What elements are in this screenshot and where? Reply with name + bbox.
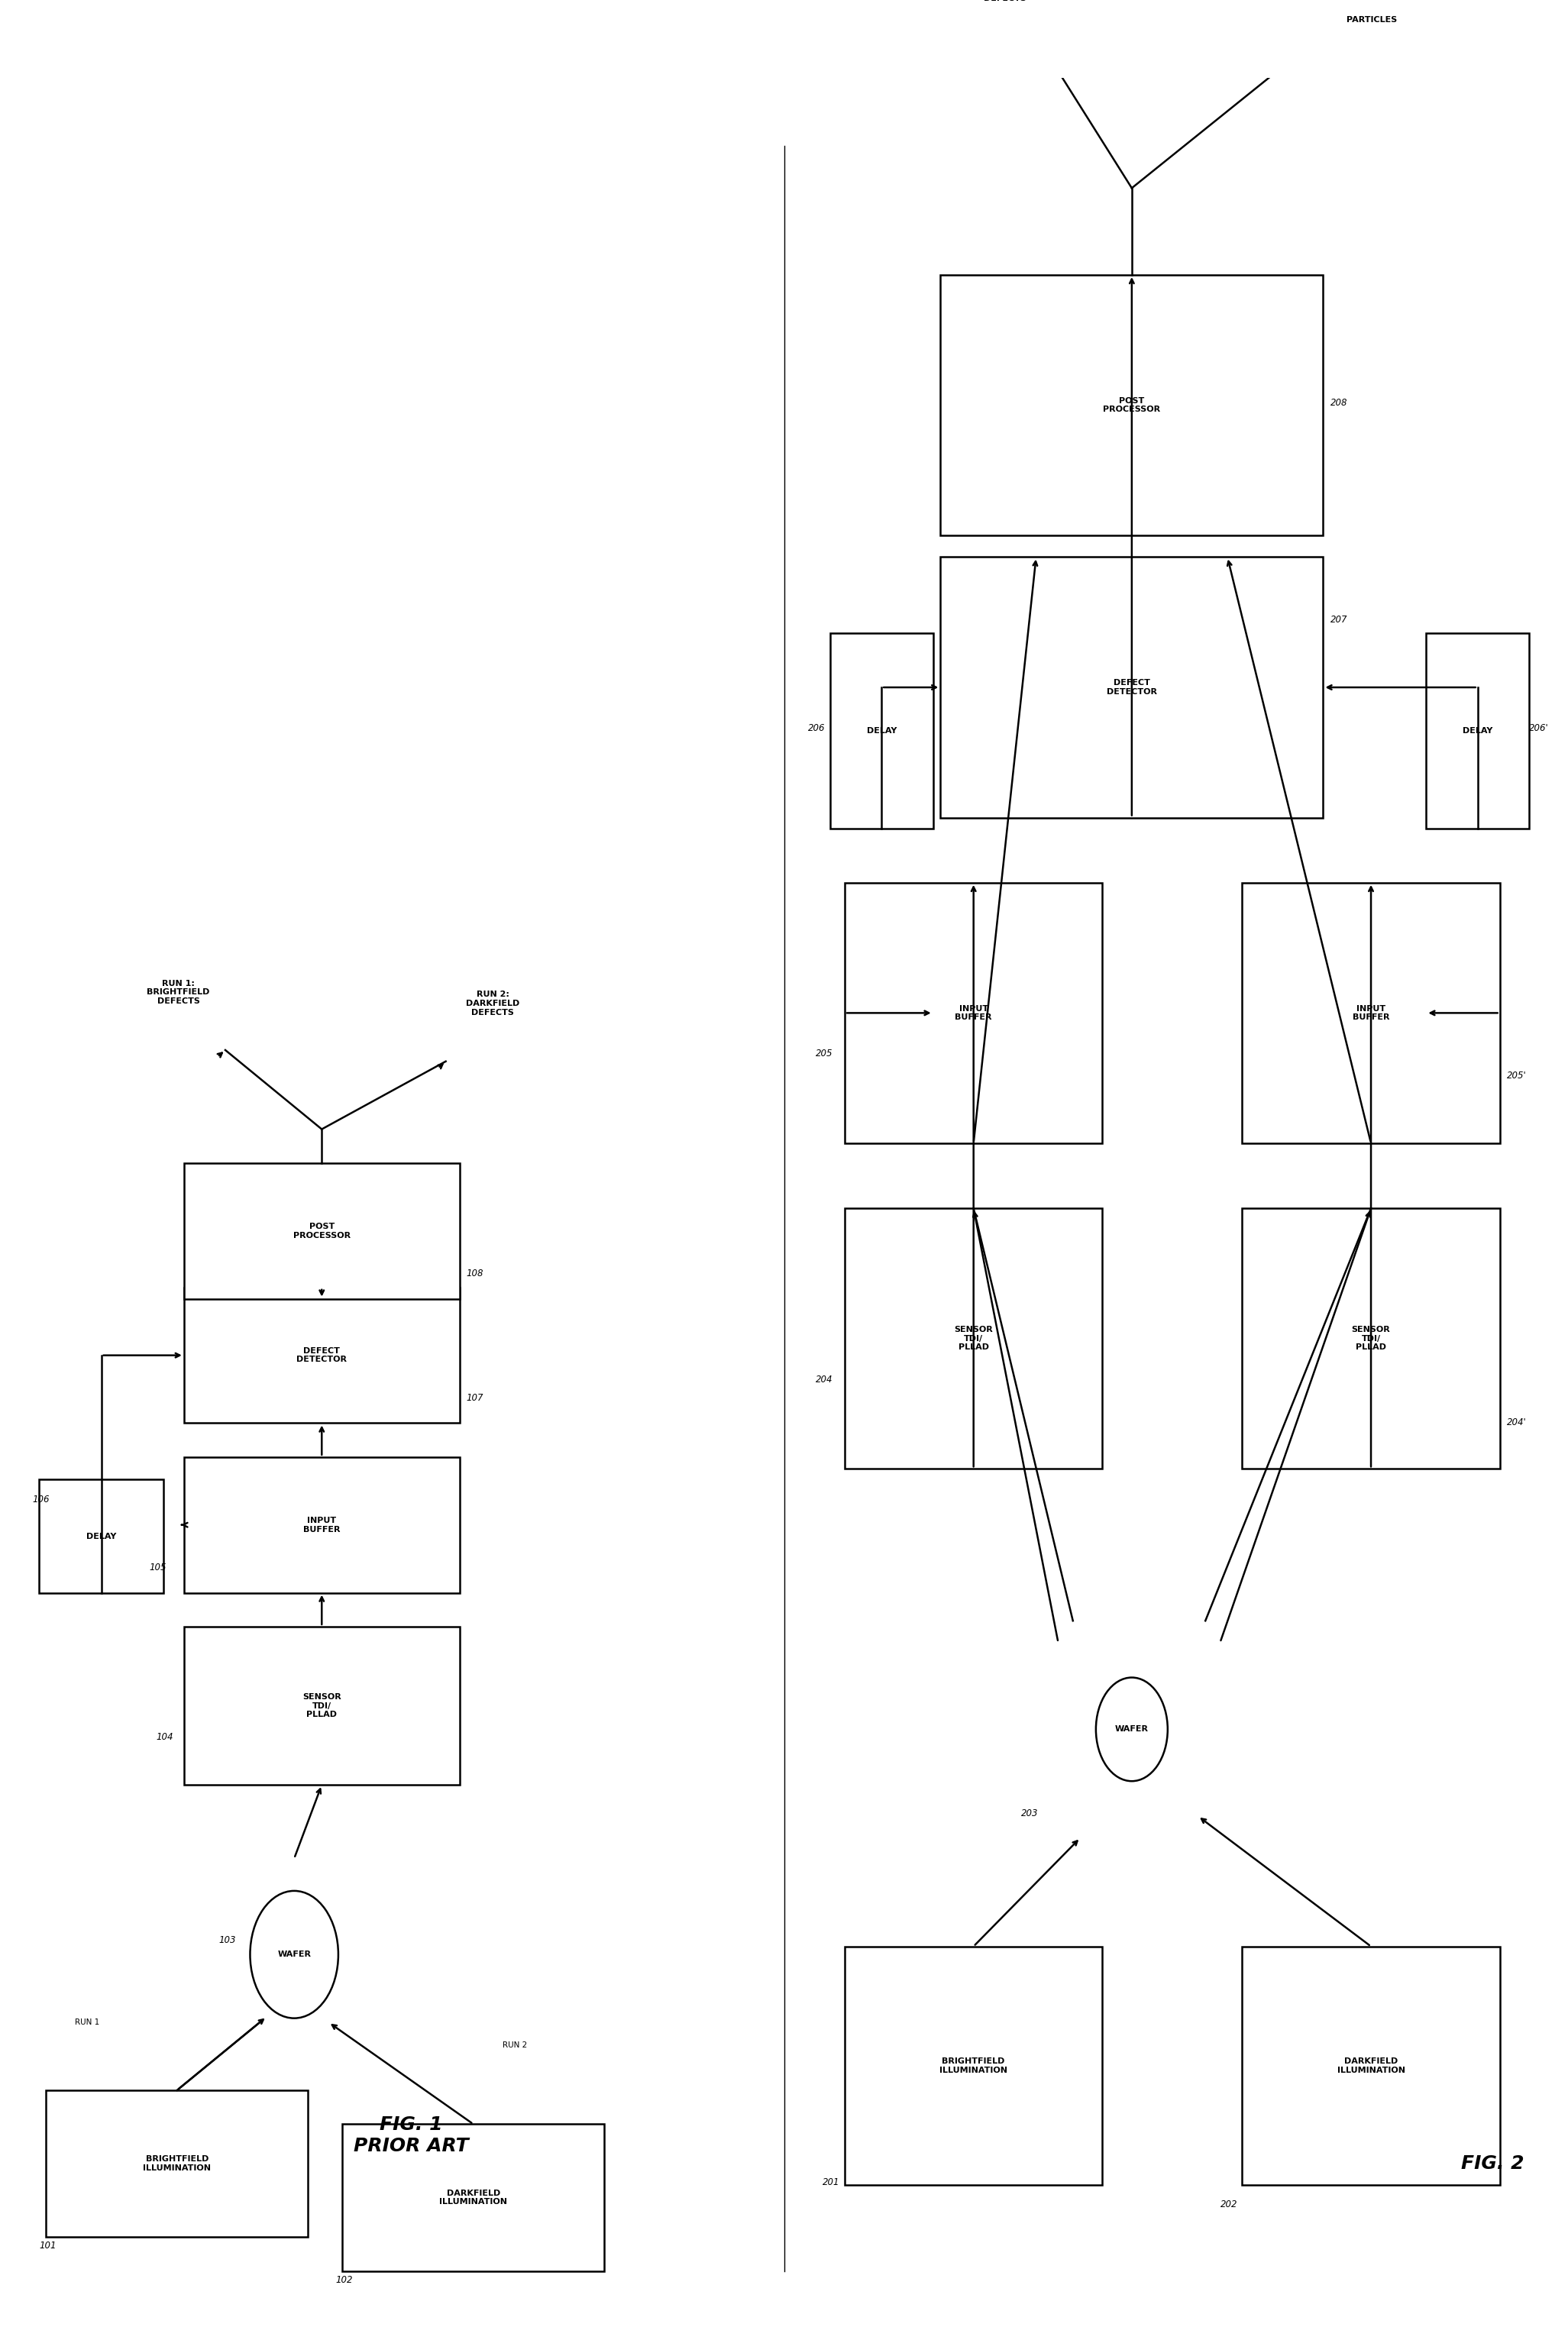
FancyBboxPatch shape <box>1242 1947 1499 2186</box>
Text: DEFECT
DETECTOR: DEFECT DETECTOR <box>296 1348 347 1364</box>
Circle shape <box>1096 1678 1168 1781</box>
Text: 206': 206' <box>1529 723 1549 732</box>
Text: POST
PROCESSOR: POST PROCESSOR <box>293 1224 350 1240</box>
Text: RUN 1: RUN 1 <box>75 2019 100 2026</box>
Text: DELAY: DELAY <box>86 1533 116 1540</box>
FancyBboxPatch shape <box>1427 634 1529 828</box>
Text: 205: 205 <box>815 1048 833 1058</box>
Text: BRIGHTFIELD
ILLUMINATION: BRIGHTFIELD ILLUMINATION <box>939 2057 1008 2073</box>
Text: WAFER: WAFER <box>1115 1725 1149 1734</box>
Text: FIG. 2: FIG. 2 <box>1461 2155 1524 2172</box>
FancyBboxPatch shape <box>342 2125 604 2272</box>
FancyBboxPatch shape <box>45 2090 307 2237</box>
Text: 206: 206 <box>808 723 825 732</box>
Text: PARTICLES: PARTICLES <box>1347 16 1397 23</box>
FancyBboxPatch shape <box>1242 882 1499 1144</box>
Text: WAFER: WAFER <box>278 1952 310 1959</box>
Text: RUN 2:
DARKFIELD
DEFECTS: RUN 2: DARKFIELD DEFECTS <box>466 990 519 1016</box>
FancyBboxPatch shape <box>941 557 1323 817</box>
Circle shape <box>251 1891 339 2017</box>
Text: SENSOR
TDI/
PLLAD: SENSOR TDI/ PLLAD <box>1352 1327 1391 1350</box>
Text: DELAY: DELAY <box>1463 728 1493 735</box>
Text: 106: 106 <box>33 1495 50 1505</box>
Text: 205': 205' <box>1507 1069 1527 1081</box>
Text: DARKFIELD
ILLUMINATION: DARKFIELD ILLUMINATION <box>1338 2057 1405 2073</box>
FancyBboxPatch shape <box>845 1947 1102 2186</box>
Text: RUN 2: RUN 2 <box>502 2040 527 2050</box>
FancyBboxPatch shape <box>39 1479 163 1594</box>
Text: 105: 105 <box>149 1563 166 1572</box>
FancyBboxPatch shape <box>829 634 933 828</box>
Text: 104: 104 <box>157 1732 174 1741</box>
FancyBboxPatch shape <box>183 1626 459 1785</box>
Text: RUN 1:
BRIGHTFIELD
DEFECTS: RUN 1: BRIGHTFIELD DEFECTS <box>147 980 210 1004</box>
Text: 107: 107 <box>466 1392 483 1404</box>
Text: 201: 201 <box>823 2179 840 2188</box>
Text: 204': 204' <box>1507 1418 1527 1427</box>
FancyBboxPatch shape <box>183 1163 459 1299</box>
Text: 108: 108 <box>466 1268 483 1278</box>
FancyBboxPatch shape <box>845 1207 1102 1470</box>
Text: 207: 207 <box>1331 615 1347 625</box>
Text: 101: 101 <box>39 2242 56 2251</box>
FancyBboxPatch shape <box>183 1287 459 1423</box>
FancyBboxPatch shape <box>845 882 1102 1144</box>
Text: 208: 208 <box>1331 398 1347 407</box>
Text: 203: 203 <box>1021 1809 1038 1818</box>
Text: DELAY: DELAY <box>867 728 897 735</box>
Text: POST
PROCESSOR: POST PROCESSOR <box>1104 398 1160 414</box>
FancyBboxPatch shape <box>941 274 1323 536</box>
Text: 204: 204 <box>815 1374 833 1385</box>
Text: DARKFIELD
ILLUMINATION: DARKFIELD ILLUMINATION <box>439 2190 508 2207</box>
FancyBboxPatch shape <box>183 1458 459 1594</box>
Text: SENSOR
TDI/
PLLAD: SENSOR TDI/ PLLAD <box>955 1327 993 1350</box>
Text: FIG. 1
PRIOR ART: FIG. 1 PRIOR ART <box>354 2115 469 2155</box>
Text: SENSOR
TDI/
PLLAD: SENSOR TDI/ PLLAD <box>303 1694 342 1718</box>
Text: 102: 102 <box>336 2274 353 2284</box>
Text: INPUT
BUFFER: INPUT BUFFER <box>303 1516 340 1533</box>
Text: 202: 202 <box>1220 2200 1237 2209</box>
Text: INPUT
BUFFER: INPUT BUFFER <box>1353 1004 1389 1020</box>
Text: 103: 103 <box>218 1935 235 1945</box>
Text: DEFECT
DETECTOR: DEFECT DETECTOR <box>1107 679 1157 695</box>
FancyBboxPatch shape <box>1242 1207 1499 1470</box>
Text: INPUT
BUFFER: INPUT BUFFER <box>955 1004 993 1020</box>
Text: BRIGHTFIELD
ILLUMINATION: BRIGHTFIELD ILLUMINATION <box>143 2155 212 2172</box>
